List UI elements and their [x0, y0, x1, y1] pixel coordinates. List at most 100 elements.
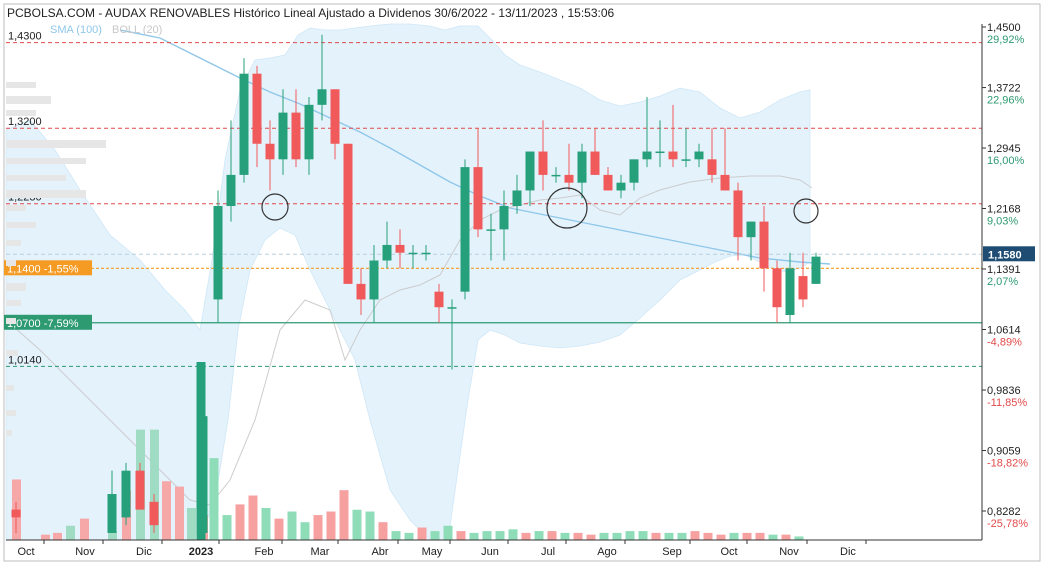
volume-bar-3 — [235, 504, 245, 540]
volume-bar-26 — [534, 531, 544, 540]
candle-body-21 — [486, 229, 496, 231]
candle-body-39 — [720, 174, 730, 191]
level-label-bg-4 — [4, 314, 92, 330]
candle-body-11 — [356, 283, 366, 300]
volume-bar-22 — [482, 531, 492, 540]
circle-marker-2 — [793, 198, 819, 224]
volume-profile-bar-10 — [6, 260, 16, 266]
legend-boll: BOLL (20) — [112, 24, 162, 36]
circle-marker-0 — [261, 193, 289, 221]
volume-bar-pre-2 — [41, 534, 50, 540]
candle-body-6 — [291, 112, 301, 160]
candle-body-15 — [408, 252, 418, 255]
volume-bar-7 — [287, 511, 297, 540]
x-tick-label-5: Mar — [311, 546, 330, 558]
candle-body-0 — [213, 206, 223, 300]
candle-body-30 — [603, 174, 613, 191]
volume-profile-bar-16 — [6, 410, 16, 416]
candle-body-18 — [447, 307, 457, 309]
volume-bar-pre-4 — [66, 525, 75, 540]
volume-bar-pre-5 — [80, 518, 89, 540]
y-tick-pct-2: 16,00% — [987, 155, 1025, 167]
volume-bar-pre-7 — [108, 531, 117, 540]
volume-profile-bar-5 — [6, 175, 66, 181]
volume-bar-25 — [521, 532, 531, 540]
volume-bar-1 — [209, 458, 219, 540]
x-tick-label-14: Dic — [840, 546, 856, 558]
volume-bar-43 — [755, 532, 765, 540]
x-tick-label-0: Oct — [17, 546, 34, 558]
y-tick-label-2: 1,2945 — [987, 143, 1021, 155]
level-label-4: 1,0700 -7,59% — [7, 318, 79, 330]
candle-body-22 — [499, 206, 509, 230]
x-tick-label-8: Jun — [481, 546, 499, 558]
x-tick-label-11: Sep — [662, 546, 682, 558]
volume-profile-bar-12 — [6, 300, 21, 306]
volume-bar-28 — [560, 532, 570, 540]
candle-body-5 — [278, 112, 288, 160]
candle-pre-body-2 — [121, 470, 131, 518]
x-tick-label-2: Dic — [136, 546, 152, 558]
candle-body-40 — [733, 190, 743, 238]
volume-bar-29 — [573, 532, 583, 540]
volume-bar-9 — [313, 515, 323, 540]
volume-bar-38 — [690, 531, 700, 540]
volume-bar-4 — [248, 495, 258, 540]
candle-body-45 — [798, 276, 808, 300]
volume-bar-35 — [651, 532, 661, 540]
y-tick-label-0: 1,4500 — [987, 22, 1021, 34]
candle-pre-body-0 — [11, 509, 21, 518]
candle-body-35 — [668, 151, 678, 160]
volume-bar-20 — [456, 531, 466, 540]
volume-bar-11 — [339, 490, 349, 540]
volume-bar-32 — [612, 532, 622, 540]
volume-bar-pre-12 — [175, 486, 184, 540]
y-tick-pct-6: -11,85% — [987, 397, 1027, 409]
volume-bar-41 — [729, 532, 739, 540]
volume-bar-42 — [742, 532, 752, 540]
volume-bar-23 — [495, 531, 505, 540]
volume-bar-10 — [326, 511, 336, 540]
x-tick-label-4: Feb — [255, 546, 274, 558]
candle-body-24 — [525, 151, 535, 191]
candle-body-25 — [538, 151, 548, 175]
volume-bar-27 — [547, 531, 557, 540]
candle-body-41 — [746, 221, 756, 238]
volume-profile-bar-17 — [6, 430, 12, 436]
candle-body-29 — [590, 151, 600, 175]
volume-bar-37 — [677, 532, 687, 540]
level-label-0: 1,4300 — [8, 31, 42, 43]
candle-body-32 — [629, 159, 639, 183]
volume-bar-pre-11 — [162, 481, 171, 540]
y-tick-label-8: 0,8282 — [987, 506, 1021, 518]
candle-pre-body-4 — [149, 501, 159, 526]
y-tick-label-5: 1,0614 — [987, 324, 1021, 336]
x-tick-label-6: Abr — [371, 546, 388, 558]
candle-body-36 — [681, 159, 691, 161]
candle-body-10 — [343, 143, 353, 284]
volume-bar-2 — [222, 515, 232, 540]
candle-body-4 — [265, 143, 275, 160]
x-tick-label-7: May — [422, 546, 443, 558]
volume-bar-13 — [365, 511, 375, 540]
candle-body-8 — [317, 89, 327, 105]
volume-profile-bar-0 — [6, 82, 36, 88]
volume-bar-31 — [599, 532, 609, 540]
x-tick-label-13: Nov — [779, 546, 799, 558]
volume-profile-bar-3 — [6, 140, 106, 148]
y-tick-label-6: 0,9836 — [987, 385, 1021, 397]
volume-profile-bar-7 — [6, 205, 26, 211]
y-tick-pct-1: 22,96% — [987, 95, 1025, 107]
y-tick-pct-3: 9,03% — [987, 216, 1018, 228]
volume-bar-17 — [417, 527, 427, 540]
level-label-bg-3 — [4, 260, 92, 276]
candle-body-33 — [642, 151, 652, 160]
candle-pre-body-3 — [135, 470, 145, 510]
volume-profile-bar-1 — [6, 96, 51, 104]
volume-bar-24 — [508, 529, 518, 540]
volume-bar-33 — [625, 531, 635, 540]
volume-profile-bar-15 — [6, 385, 14, 391]
volume-bar-5 — [261, 507, 271, 540]
x-tick-label-9: Jul — [541, 546, 555, 558]
